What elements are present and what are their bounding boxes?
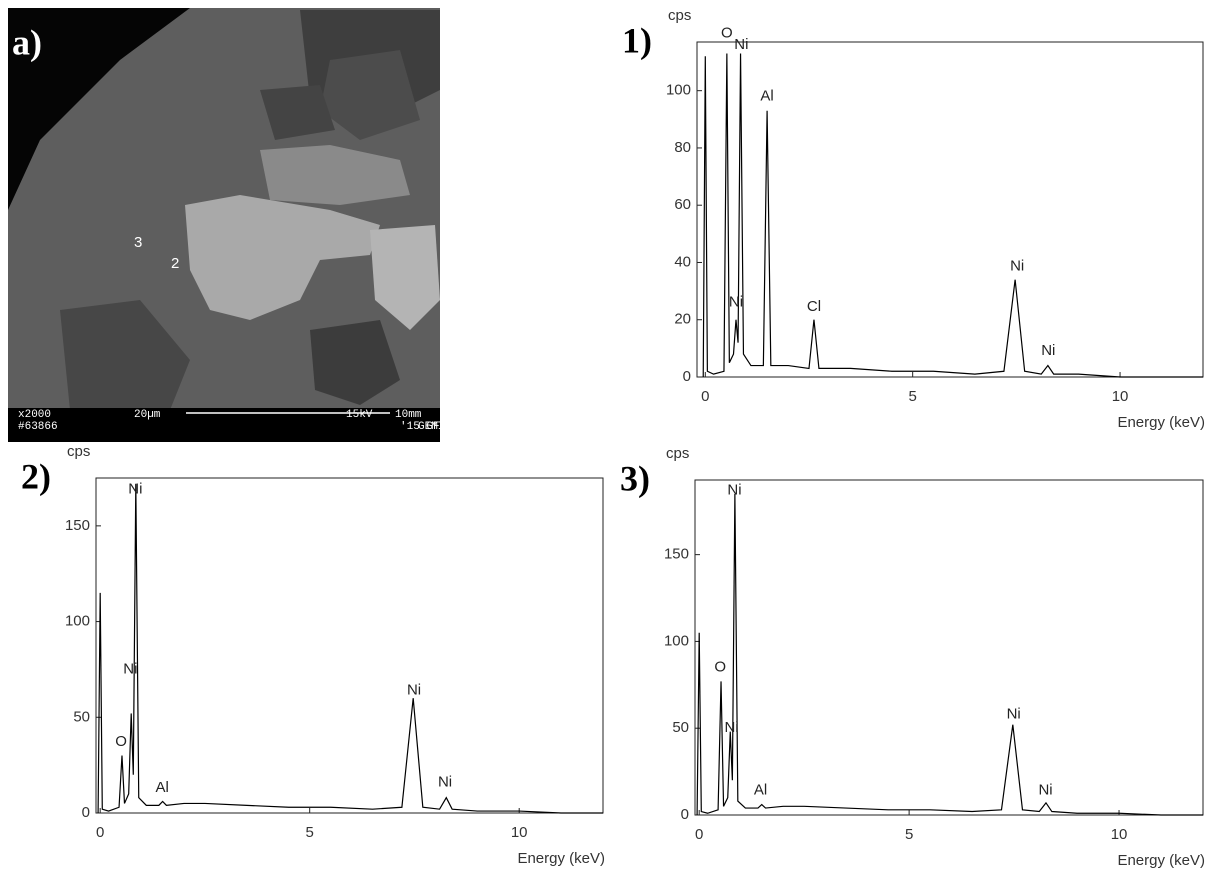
x-tick-label: 10 [1111, 826, 1128, 843]
peak-label: Ni [1041, 342, 1055, 359]
plot-frame [694, 479, 1204, 816]
peak-label: O [721, 24, 733, 41]
sem-grain [370, 225, 440, 330]
sem-grain [60, 300, 190, 410]
y-axis-label: cps [666, 445, 689, 462]
point-label: 3 [134, 234, 142, 251]
sem-grain [310, 320, 400, 405]
sem-image: a) 1 2 3 x2000 #63866 20µm 15kV 10mm GEM… [8, 8, 480, 442]
peak-label: Ni [1007, 705, 1021, 722]
peak-label: Ni [1038, 782, 1052, 799]
peak-label: Ni [438, 773, 452, 790]
y-tick-label: 0 [683, 368, 691, 385]
x-tick-label: 0 [701, 388, 709, 405]
y-tick-label: 150 [65, 517, 90, 534]
y-tick-label: 20 [674, 311, 691, 328]
sem-info: GEMINI [418, 421, 458, 433]
x-tick-label: 0 [695, 826, 703, 843]
sem-grain [260, 85, 335, 140]
panel-label: a) [12, 22, 42, 62]
sem-info: 10mm [395, 409, 422, 421]
x-tick-label: 5 [306, 824, 314, 841]
y-tick-label: 40 [674, 253, 691, 270]
peak-label: Ni [734, 36, 748, 53]
sem-info: 15kV [346, 409, 373, 421]
y-tick-label: 100 [65, 613, 90, 630]
x-axis-label: Energy (keV) [1117, 852, 1205, 869]
peak-label: Al [754, 782, 767, 799]
sem-info: #63866 [18, 421, 58, 433]
y-tick-label: 60 [674, 196, 691, 213]
x-tick-label: 5 [909, 388, 917, 405]
peak-label: Ni [724, 719, 738, 736]
peak-label: Ni [1010, 257, 1024, 274]
x-tick-label: 5 [905, 826, 913, 843]
spectrum-line [97, 483, 603, 814]
peak-label: Al [156, 779, 169, 796]
plot-frame [95, 477, 604, 814]
y-tick-label: 0 [82, 804, 90, 821]
peak-label: Cl [807, 298, 821, 315]
x-tick-label: 10 [1112, 388, 1129, 405]
panel-label: 3) [620, 458, 650, 498]
sem-info: x2000 [18, 409, 51, 421]
sem-info: 20µm [134, 409, 161, 421]
peak-label: Ni [727, 481, 741, 498]
sem-grain [185, 195, 380, 320]
peak-label: Ni [407, 681, 421, 698]
y-tick-label: 50 [672, 719, 689, 736]
peak-label: Ni [729, 294, 743, 311]
peak-label: Ni [128, 480, 142, 497]
plot-frame [696, 41, 1204, 378]
sem-dark-region [8, 8, 190, 210]
y-tick-label: 50 [73, 708, 90, 725]
peak-label: O [714, 658, 726, 675]
y-tick-label: 150 [664, 546, 689, 563]
point-label: 1 [472, 39, 480, 56]
peak-label: Ni [123, 660, 137, 677]
y-tick-label: 100 [664, 632, 689, 649]
y-tick-label: 0 [681, 806, 689, 823]
peak-label: O [115, 733, 127, 750]
x-tick-label: 10 [511, 824, 528, 841]
x-axis-label: Energy (keV) [517, 850, 605, 867]
x-axis-label: Energy (keV) [1117, 414, 1205, 431]
y-tick-label: 80 [674, 139, 691, 156]
y-axis-label: cps [67, 443, 90, 460]
peak-label: Al [760, 87, 773, 104]
panel-label: 1) [622, 20, 652, 60]
sem-grain [320, 50, 420, 140]
y-axis-label: cps [668, 7, 691, 24]
y-tick-label: 100 [666, 82, 691, 99]
point-label: 2 [171, 255, 179, 272]
sem-grain [260, 145, 410, 205]
panel-label: 2) [21, 456, 51, 496]
sem-info: '15 GFE [400, 421, 447, 433]
spectrum-line [696, 493, 1203, 816]
spectrum-line [702, 53, 1203, 378]
x-tick-label: 0 [96, 824, 104, 841]
